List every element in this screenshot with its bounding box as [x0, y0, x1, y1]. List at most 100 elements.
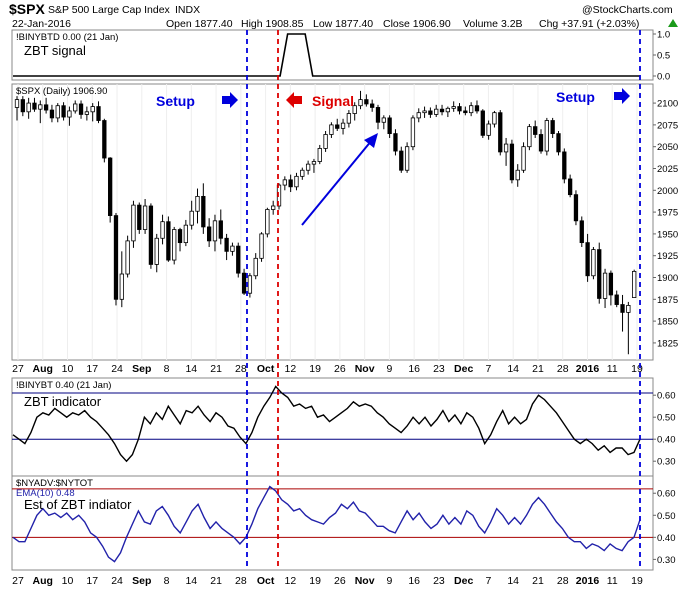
candle-body-up — [90, 106, 95, 113]
quote-high: High 1908.85 — [241, 18, 304, 30]
candlestick — [608, 270, 614, 306]
candle-body-up — [317, 148, 322, 162]
candle-body-up — [195, 195, 200, 212]
candle-body-down — [364, 99, 369, 105]
candlestick — [317, 144, 322, 165]
x-tick-label: 10 — [62, 363, 74, 375]
candlestick — [160, 214, 165, 245]
candle-body-up — [632, 271, 637, 298]
candlestick — [585, 233, 590, 282]
candlestick — [177, 227, 183, 252]
setup-label-left: Setup — [156, 93, 195, 109]
y-tick-label: 2000 — [657, 186, 678, 197]
y-tick-label: 0.40 — [657, 435, 676, 446]
est-series-line — [12, 485, 641, 563]
candlestick — [399, 146, 404, 173]
signal-series-label: !BINYBTD 0.00 (21 Jan) — [16, 32, 118, 43]
grid-layer: 27 27 Aug Aug 10 10 17 17 24 24 Sep Sep 8 8 14 14 21 21 28… — [12, 30, 678, 588]
x-tick-label: 26 — [334, 363, 346, 375]
x-tick-label: 11 — [607, 363, 618, 375]
x-tick-label: 23 — [433, 363, 445, 375]
candle-body-down — [480, 110, 485, 136]
candle-body-down — [614, 294, 619, 305]
candlestick — [503, 137, 509, 166]
candlestick — [78, 100, 84, 119]
candlestick — [480, 109, 485, 138]
candle-body-down — [43, 104, 49, 111]
candle-body-down — [102, 120, 107, 159]
candlestick — [416, 108, 421, 123]
candle-body-up — [591, 249, 596, 277]
x-tick-label: 9 — [386, 575, 392, 587]
candle-body-up — [602, 272, 608, 299]
candle-body-down — [556, 133, 561, 153]
y-tick-label: 1875 — [657, 295, 678, 306]
candle-body-down — [370, 103, 375, 108]
ticker-symbol: $SPX — [9, 1, 45, 17]
candle-body-down — [218, 220, 223, 239]
candle-body-up — [67, 110, 72, 118]
y-tick-label: 0.50 — [657, 511, 676, 522]
candlestick — [131, 200, 136, 248]
candlestick — [404, 142, 410, 173]
candlestick — [422, 106, 427, 118]
candlestick — [84, 106, 90, 121]
candlestick — [521, 142, 526, 173]
candle-body-up — [492, 112, 497, 125]
candle-body-up — [189, 210, 194, 226]
candlestick — [20, 96, 25, 117]
candlestick — [463, 106, 468, 116]
candle-body-down — [585, 242, 590, 277]
x-tick-label: 12 — [285, 575, 297, 587]
right-arrow-icon — [222, 92, 238, 108]
candle-body-down — [533, 126, 538, 135]
candle-body-down — [177, 229, 183, 244]
candle-body-down — [463, 110, 468, 114]
candle-body-up — [521, 146, 526, 171]
candlestick — [393, 129, 398, 156]
x-tick-label: 2016 — [576, 363, 600, 375]
candle-body-down — [562, 151, 567, 180]
y-tick-label: 1950 — [657, 229, 678, 240]
y-tick-label: 0.30 — [657, 457, 676, 468]
candlestick — [172, 226, 177, 265]
candlestick — [335, 118, 340, 131]
candle-body-up — [212, 220, 218, 242]
x-tick-label: Nov — [355, 363, 375, 375]
candle-body-up — [125, 240, 130, 275]
candlestick — [550, 117, 555, 138]
y-tick-label: 1850 — [657, 317, 678, 328]
setup-label-right: Setup — [556, 89, 595, 105]
candle-body-up — [73, 103, 78, 112]
trend-arrow-line — [301, 139, 373, 226]
x-tick-label: Dec — [454, 575, 473, 587]
candle-body-up — [230, 245, 235, 252]
x-tick-label: 16 — [408, 575, 420, 587]
candle-body-up — [381, 117, 386, 123]
candle-body-up — [55, 105, 60, 119]
quote-low: Low 1877.40 — [313, 18, 373, 30]
candlestick — [591, 246, 596, 280]
candlestick — [43, 97, 49, 114]
y-tick-label: 0.40 — [657, 533, 676, 544]
candlestick — [195, 188, 200, 224]
candlestick — [527, 124, 532, 151]
right-arrow-icon-2 — [614, 88, 630, 104]
x-tick-label: 10 — [62, 575, 74, 587]
candlestick — [73, 100, 78, 114]
candlestick — [329, 122, 334, 138]
candle-body-down — [573, 194, 579, 222]
candlestick — [498, 110, 503, 156]
candle-body-down — [375, 107, 381, 123]
signal-annotation: ZBT signal — [24, 43, 86, 58]
candlestick — [428, 107, 433, 118]
x-tick-label: 16 — [408, 363, 420, 375]
candlestick — [32, 97, 37, 112]
candlestick — [340, 118, 346, 135]
quote-date: 22-Jan-2016 — [12, 18, 71, 30]
candlestick — [486, 120, 491, 140]
candle-body-up — [486, 123, 491, 136]
candle-body-down — [457, 106, 462, 112]
index-title: S&P 500 Large Cap Index — [48, 4, 171, 16]
